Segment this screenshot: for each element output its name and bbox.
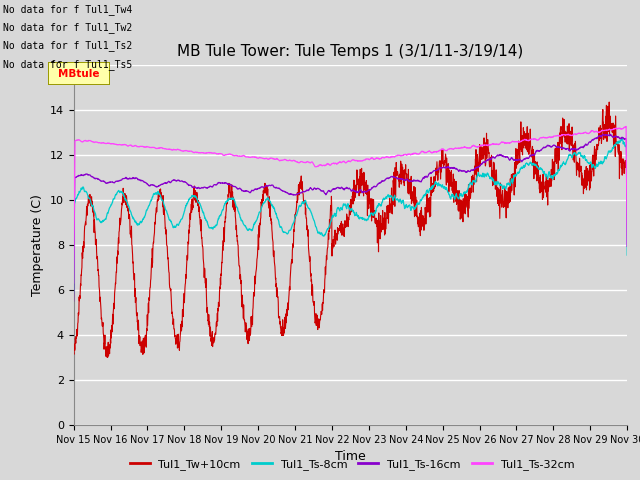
Text: No data for f Tul1_Tw2: No data for f Tul1_Tw2 [3,22,132,33]
Title: MB Tule Tower: Tule Temps 1 (3/1/11-3/19/14): MB Tule Tower: Tule Temps 1 (3/1/11-3/19… [177,45,524,60]
Text: No data for f Tul1_Ts5: No data for f Tul1_Ts5 [3,59,132,70]
Text: No data for f Tul1_Tw4: No data for f Tul1_Tw4 [3,4,132,15]
Legend: Tul1_Tw+10cm, Tul1_Ts-8cm, Tul1_Ts-16cm, Tul1_Ts-32cm: Tul1_Tw+10cm, Tul1_Ts-8cm, Tul1_Ts-16cm,… [125,455,579,474]
Text: No data for f Tul1_Ts2: No data for f Tul1_Ts2 [3,40,132,51]
Text: MBtule: MBtule [58,69,99,79]
Y-axis label: Temperature (C): Temperature (C) [31,194,44,296]
X-axis label: Time: Time [335,450,366,463]
